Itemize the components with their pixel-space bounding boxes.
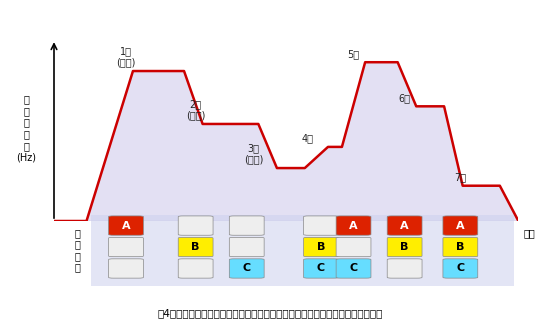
Polygon shape	[54, 62, 518, 221]
FancyBboxPatch shape	[443, 237, 478, 257]
FancyBboxPatch shape	[443, 216, 478, 235]
Text: A: A	[122, 221, 130, 230]
Text: A: A	[400, 221, 409, 230]
FancyBboxPatch shape	[387, 259, 422, 278]
Text: 6速: 6速	[399, 93, 410, 103]
FancyBboxPatch shape	[178, 237, 213, 257]
Text: 3速
(低速): 3速 (低速)	[244, 143, 264, 164]
Text: B: B	[317, 242, 325, 252]
FancyBboxPatch shape	[387, 237, 422, 257]
Text: 出
力
周
波
数
(Hz): 出 力 周 波 数 (Hz)	[16, 94, 36, 162]
FancyBboxPatch shape	[303, 259, 339, 278]
Text: 7速: 7速	[454, 172, 467, 182]
Text: C: C	[456, 264, 464, 273]
Text: B: B	[401, 242, 409, 252]
FancyBboxPatch shape	[230, 237, 264, 257]
FancyBboxPatch shape	[303, 237, 339, 257]
FancyBboxPatch shape	[336, 216, 371, 235]
FancyBboxPatch shape	[387, 216, 422, 235]
FancyBboxPatch shape	[109, 259, 144, 278]
Text: 1速
(高速): 1速 (高速)	[116, 46, 136, 68]
Text: C: C	[317, 264, 325, 273]
Text: A: A	[456, 221, 464, 230]
FancyBboxPatch shape	[178, 259, 213, 278]
FancyBboxPatch shape	[178, 216, 213, 235]
Text: B: B	[456, 242, 464, 252]
Text: 2速
(中速): 2速 (中速)	[186, 99, 205, 121]
FancyBboxPatch shape	[303, 216, 339, 235]
FancyBboxPatch shape	[230, 259, 264, 278]
FancyBboxPatch shape	[109, 216, 144, 235]
Text: B: B	[192, 242, 200, 252]
Text: A: A	[349, 221, 358, 230]
Text: C: C	[242, 264, 251, 273]
Text: C: C	[349, 264, 357, 273]
FancyBboxPatch shape	[336, 237, 371, 257]
FancyBboxPatch shape	[443, 259, 478, 278]
FancyBboxPatch shape	[109, 237, 144, 257]
FancyBboxPatch shape	[336, 259, 371, 278]
Text: 5速: 5速	[347, 49, 360, 59]
FancyBboxPatch shape	[91, 215, 514, 286]
FancyBboxPatch shape	[230, 216, 264, 235]
Text: 4速: 4速	[301, 133, 313, 143]
Text: 図4　多段階速度制御の例（接点信号の組み合わせで予め設定した速度となる）: 図4 多段階速度制御の例（接点信号の組み合わせで予め設定した速度となる）	[157, 308, 383, 318]
Text: 時間: 時間	[523, 228, 535, 239]
Text: 接
点
信
号: 接 点 信 号	[75, 228, 80, 273]
